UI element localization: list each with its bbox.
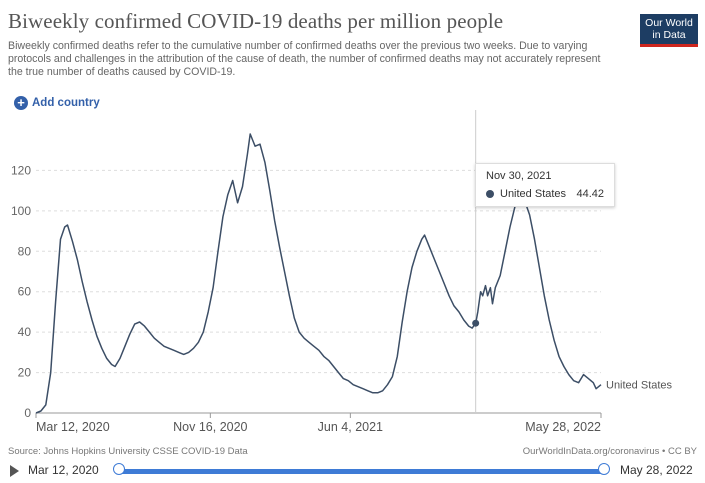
tooltip-row: United States 44.42 bbox=[486, 188, 604, 200]
timeline[interactable]: Mar 12, 2020 May 28, 2022 bbox=[0, 460, 705, 483]
add-country-label: Add country bbox=[32, 97, 100, 109]
timeline-track[interactable] bbox=[120, 469, 604, 474]
x-tick-label: Mar 12, 2020 bbox=[36, 420, 110, 434]
y-tick-label: 0 bbox=[24, 406, 31, 420]
chart-subtitle: Biweekly confirmed deaths refer to the c… bbox=[8, 40, 601, 78]
y-tick-label: 80 bbox=[18, 244, 32, 258]
plus-circle-icon: + bbox=[14, 96, 28, 110]
add-country-button[interactable]: + Add country bbox=[14, 96, 100, 110]
timeline-end-handle[interactable] bbox=[598, 463, 610, 475]
play-icon[interactable] bbox=[10, 465, 19, 477]
highlight-point bbox=[472, 319, 480, 327]
tooltip-value: 44.42 bbox=[576, 188, 604, 200]
x-tick-label: May 28, 2022 bbox=[525, 420, 601, 434]
tooltip-date: Nov 30, 2021 bbox=[486, 170, 552, 182]
x-tick-label: Nov 16, 2020 bbox=[173, 420, 247, 434]
hover-tooltip: Nov 30, 2021 United States 44.42 bbox=[475, 163, 615, 207]
logo-line-1: Our World bbox=[645, 17, 693, 29]
license-note[interactable]: OurWorldInData.org/coronavirus • CC BY bbox=[522, 446, 697, 457]
series-end-label: United States bbox=[606, 380, 673, 392]
y-tick-label: 40 bbox=[18, 325, 32, 339]
y-tick-label: 120 bbox=[11, 163, 31, 177]
logo-line-2: in Data bbox=[652, 29, 686, 41]
owid-logo[interactable]: Our World in Data bbox=[640, 14, 698, 47]
series-line bbox=[35, 133, 602, 414]
y-tick-label: 60 bbox=[18, 285, 32, 299]
chart-title: Biweekly confirmed COVID-19 deaths per m… bbox=[8, 9, 504, 33]
timeline-start-label: Mar 12, 2020 bbox=[28, 463, 99, 477]
timeline-start-handle[interactable] bbox=[113, 463, 125, 475]
series-dot-icon bbox=[486, 190, 494, 198]
y-tick-label: 20 bbox=[18, 366, 32, 380]
timeline-end-label: May 28, 2022 bbox=[620, 463, 693, 477]
source-note[interactable]: Source: Johns Hopkins University CSSE CO… bbox=[8, 446, 248, 457]
x-tick-label: Jun 4, 2021 bbox=[318, 420, 383, 434]
y-tick-label: 100 bbox=[11, 204, 31, 218]
tooltip-series: United States bbox=[500, 188, 567, 200]
